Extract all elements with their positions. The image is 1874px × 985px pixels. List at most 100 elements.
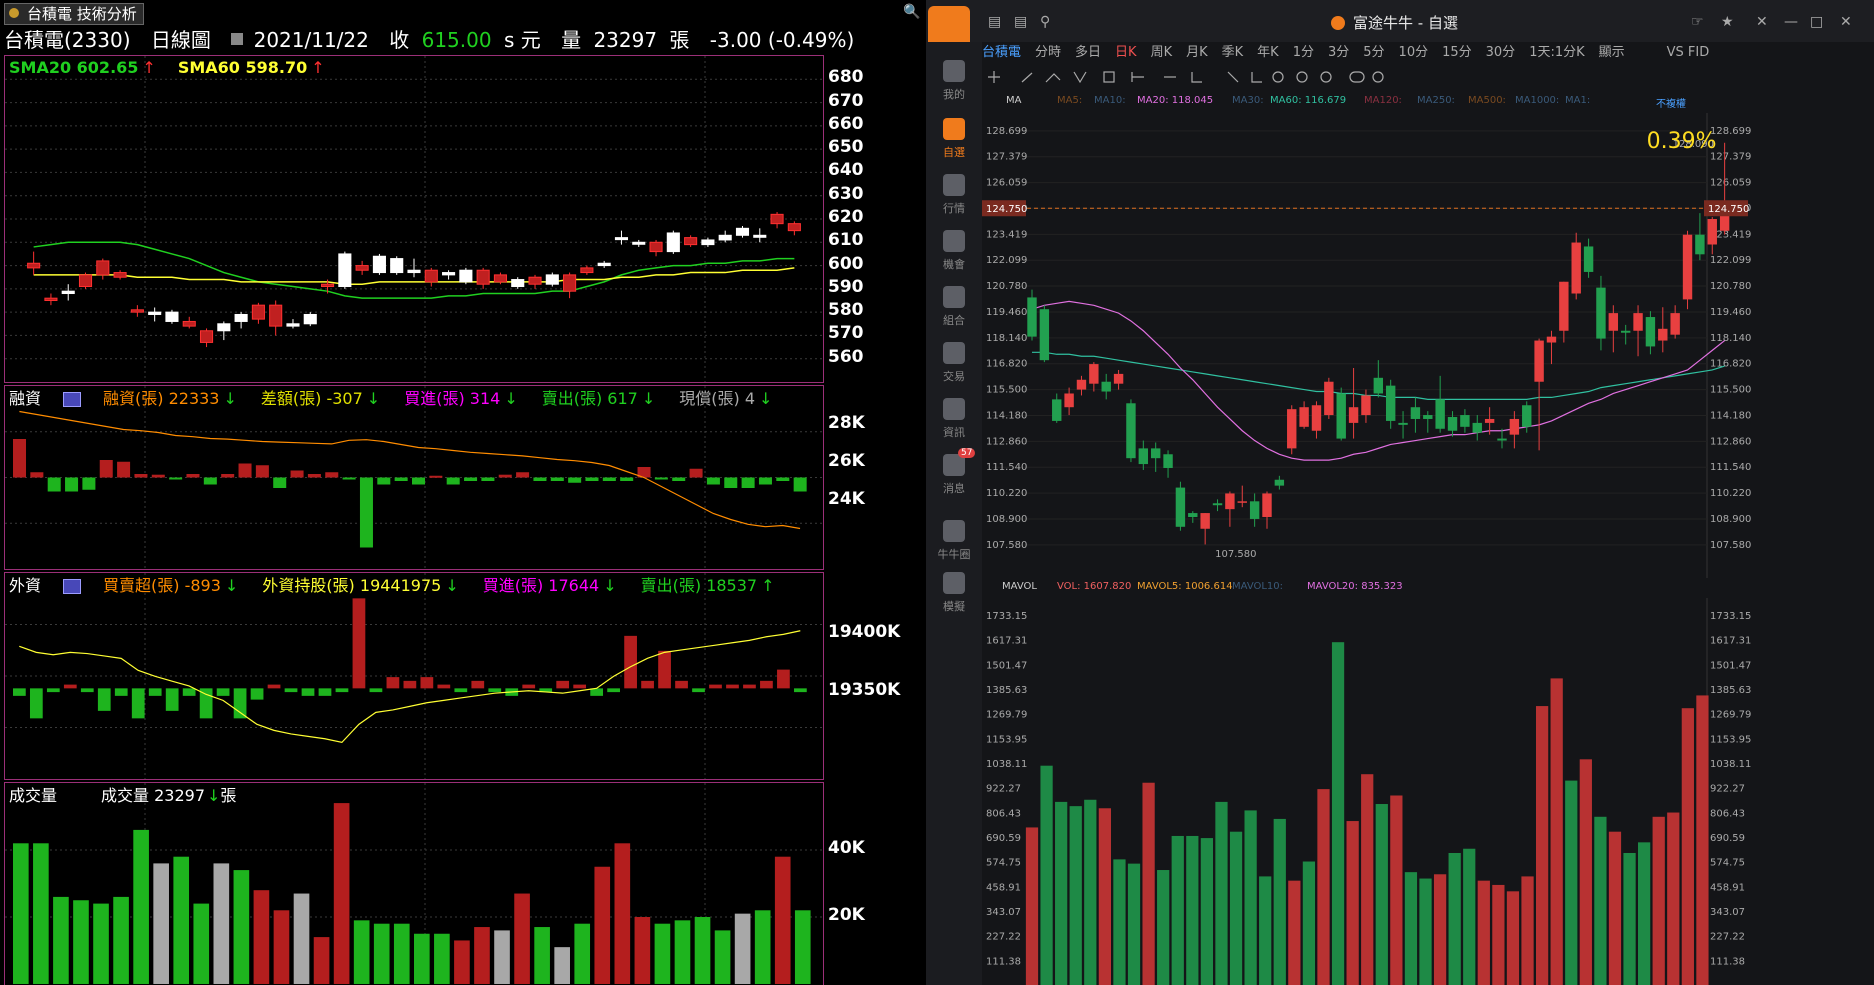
bar — [151, 474, 165, 478]
candle — [1410, 397, 1421, 433]
toolbar-icons[interactable] — [982, 66, 1874, 88]
bar — [709, 684, 722, 689]
candle — [563, 272, 577, 299]
volume-bar — [93, 903, 109, 984]
sidebar-item-user[interactable]: 我的 — [926, 60, 982, 102]
sidebar-item-portfolio[interactable]: 組合 — [926, 286, 982, 328]
bar — [481, 477, 495, 481]
bar — [65, 477, 79, 492]
volume-bar — [674, 920, 691, 984]
candle — [1447, 411, 1458, 437]
pin-icon[interactable]: ✕ — [1756, 14, 1768, 30]
ma-legend-item[interactable]: 不複權 — [1656, 99, 1686, 110]
bar — [446, 477, 460, 485]
bar — [386, 677, 400, 689]
axis-tick: 1385.63 — [986, 685, 1027, 696]
tab-8[interactable]: 1分 — [1292, 45, 1314, 60]
axis-tick: 26K — [828, 451, 865, 471]
tab-11[interactable]: 10分 — [1398, 45, 1429, 60]
headset-icon[interactable]: ☞ — [1691, 14, 1704, 30]
candle — [269, 300, 283, 336]
volume-bar — [73, 900, 89, 984]
ma-legend-item: MA1000: — [1515, 95, 1560, 106]
bar — [318, 688, 332, 696]
volume-bar — [333, 803, 350, 984]
tab-6[interactable]: 季K — [1221, 45, 1244, 60]
minimize-icon[interactable]: — — [1784, 14, 1798, 30]
tab-10[interactable]: 5分 — [1363, 45, 1385, 60]
tab-0[interactable]: 台積電 — [982, 45, 1022, 60]
sidebar-item-trade[interactable]: 交易 — [926, 342, 982, 384]
candle — [96, 258, 110, 280]
tab-13[interactable]: 30分 — [1485, 45, 1516, 60]
dropdown-icon[interactable] — [231, 33, 244, 45]
candle — [44, 293, 58, 306]
axis-tick: 107.580 — [986, 540, 1027, 551]
candle — [1583, 238, 1594, 278]
arrow-icon: ↓ — [366, 389, 381, 408]
legend-item: 買進(張) 314 — [404, 389, 501, 408]
candle — [1212, 499, 1223, 512]
tab-4[interactable]: 周K — [1150, 45, 1173, 60]
bar — [539, 688, 553, 693]
close-icon[interactable]: ✕ — [1840, 14, 1852, 30]
tab-16[interactable]: VS FID — [1666, 45, 1710, 60]
axis-tick: 1038.11 — [986, 759, 1027, 770]
sidebar-item-opportunity[interactable]: 機會 — [926, 230, 982, 272]
sidebar-item-community[interactable]: 牛牛圈 — [926, 520, 982, 562]
tab-3[interactable]: 日K — [1115, 45, 1137, 60]
sidebar-item-simulate[interactable]: 模擬 — [926, 572, 982, 614]
axis-tick: 108.900 — [986, 514, 1027, 525]
price-chart[interactable]: 128.699 128.699 127.379 127.379 126.059 126.0… — [982, 113, 1874, 578]
shirt-icon[interactable]: ★ — [1721, 14, 1734, 30]
candle — [1274, 475, 1285, 490]
list-icon[interactable]: ▤ — [1014, 14, 1028, 30]
sidebar-item-news[interactable]: 資訊 — [926, 398, 982, 440]
axis-tick: 110.220 — [1710, 488, 1751, 499]
zoom-icon[interactable]: 🔍 — [903, 4, 921, 20]
bar — [165, 688, 179, 711]
tab-14[interactable]: 1天:1分K — [1529, 45, 1585, 60]
candle — [1150, 442, 1161, 472]
volume-chart[interactable]: 1733.15 1733.15 1617.31 1617.31 1501.47 1501.… — [982, 598, 1874, 985]
axis-tick: 640 — [828, 160, 864, 181]
bar — [607, 688, 620, 693]
candle — [632, 239, 646, 247]
trade-icon — [943, 342, 965, 364]
maximize-icon[interactable]: □ — [1810, 14, 1824, 30]
candle — [1719, 142, 1730, 235]
tab-12[interactable]: 15分 — [1442, 45, 1472, 60]
axis-tick: 1617.31 — [986, 636, 1027, 647]
tab-2[interactable]: 多日 — [1075, 45, 1102, 60]
candle — [735, 225, 750, 238]
settings-icon[interactable] — [63, 392, 82, 407]
bar — [169, 477, 183, 480]
sidebar-item-market[interactable]: 行情 — [926, 174, 982, 216]
vol-legend-item: VOL: 1607.820 — [1057, 581, 1132, 592]
volume-bar — [1404, 872, 1418, 985]
sidebar-item-watchlist[interactable]: 自選 — [926, 118, 982, 160]
axis-tick: 115.500 — [1710, 385, 1751, 396]
volume-bar — [1302, 861, 1316, 985]
tab-9[interactable]: 3分 — [1327, 45, 1350, 60]
candle — [1101, 373, 1111, 400]
bar — [99, 460, 113, 478]
search-icon[interactable]: ⚲ — [1040, 14, 1051, 30]
sidebar-item-message[interactable]: 消息 57 — [926, 448, 982, 496]
candle — [614, 230, 629, 245]
tab-1[interactable]: 分時 — [1035, 45, 1062, 60]
period-label[interactable]: 日線圖 — [150, 28, 211, 52]
tab-5[interactable]: 月K — [1186, 45, 1208, 60]
margin-chart — [5, 386, 823, 569]
tab-7[interactable]: 年K — [1257, 45, 1279, 60]
candle — [1608, 305, 1619, 353]
bar — [726, 684, 739, 689]
left-window-tab[interactable]: 台積電 技術分析 — [4, 3, 144, 25]
arrow-icon: ↓ — [445, 576, 459, 595]
arrow-icon: ↓ — [759, 389, 773, 408]
axis-tick: 343.07 — [1710, 907, 1745, 918]
tab-15[interactable]: 顯示 — [1598, 45, 1625, 60]
candle — [1361, 389, 1371, 423]
menu-icon[interactable]: ▤ — [988, 14, 1002, 30]
settings-icon[interactable] — [63, 579, 82, 594]
